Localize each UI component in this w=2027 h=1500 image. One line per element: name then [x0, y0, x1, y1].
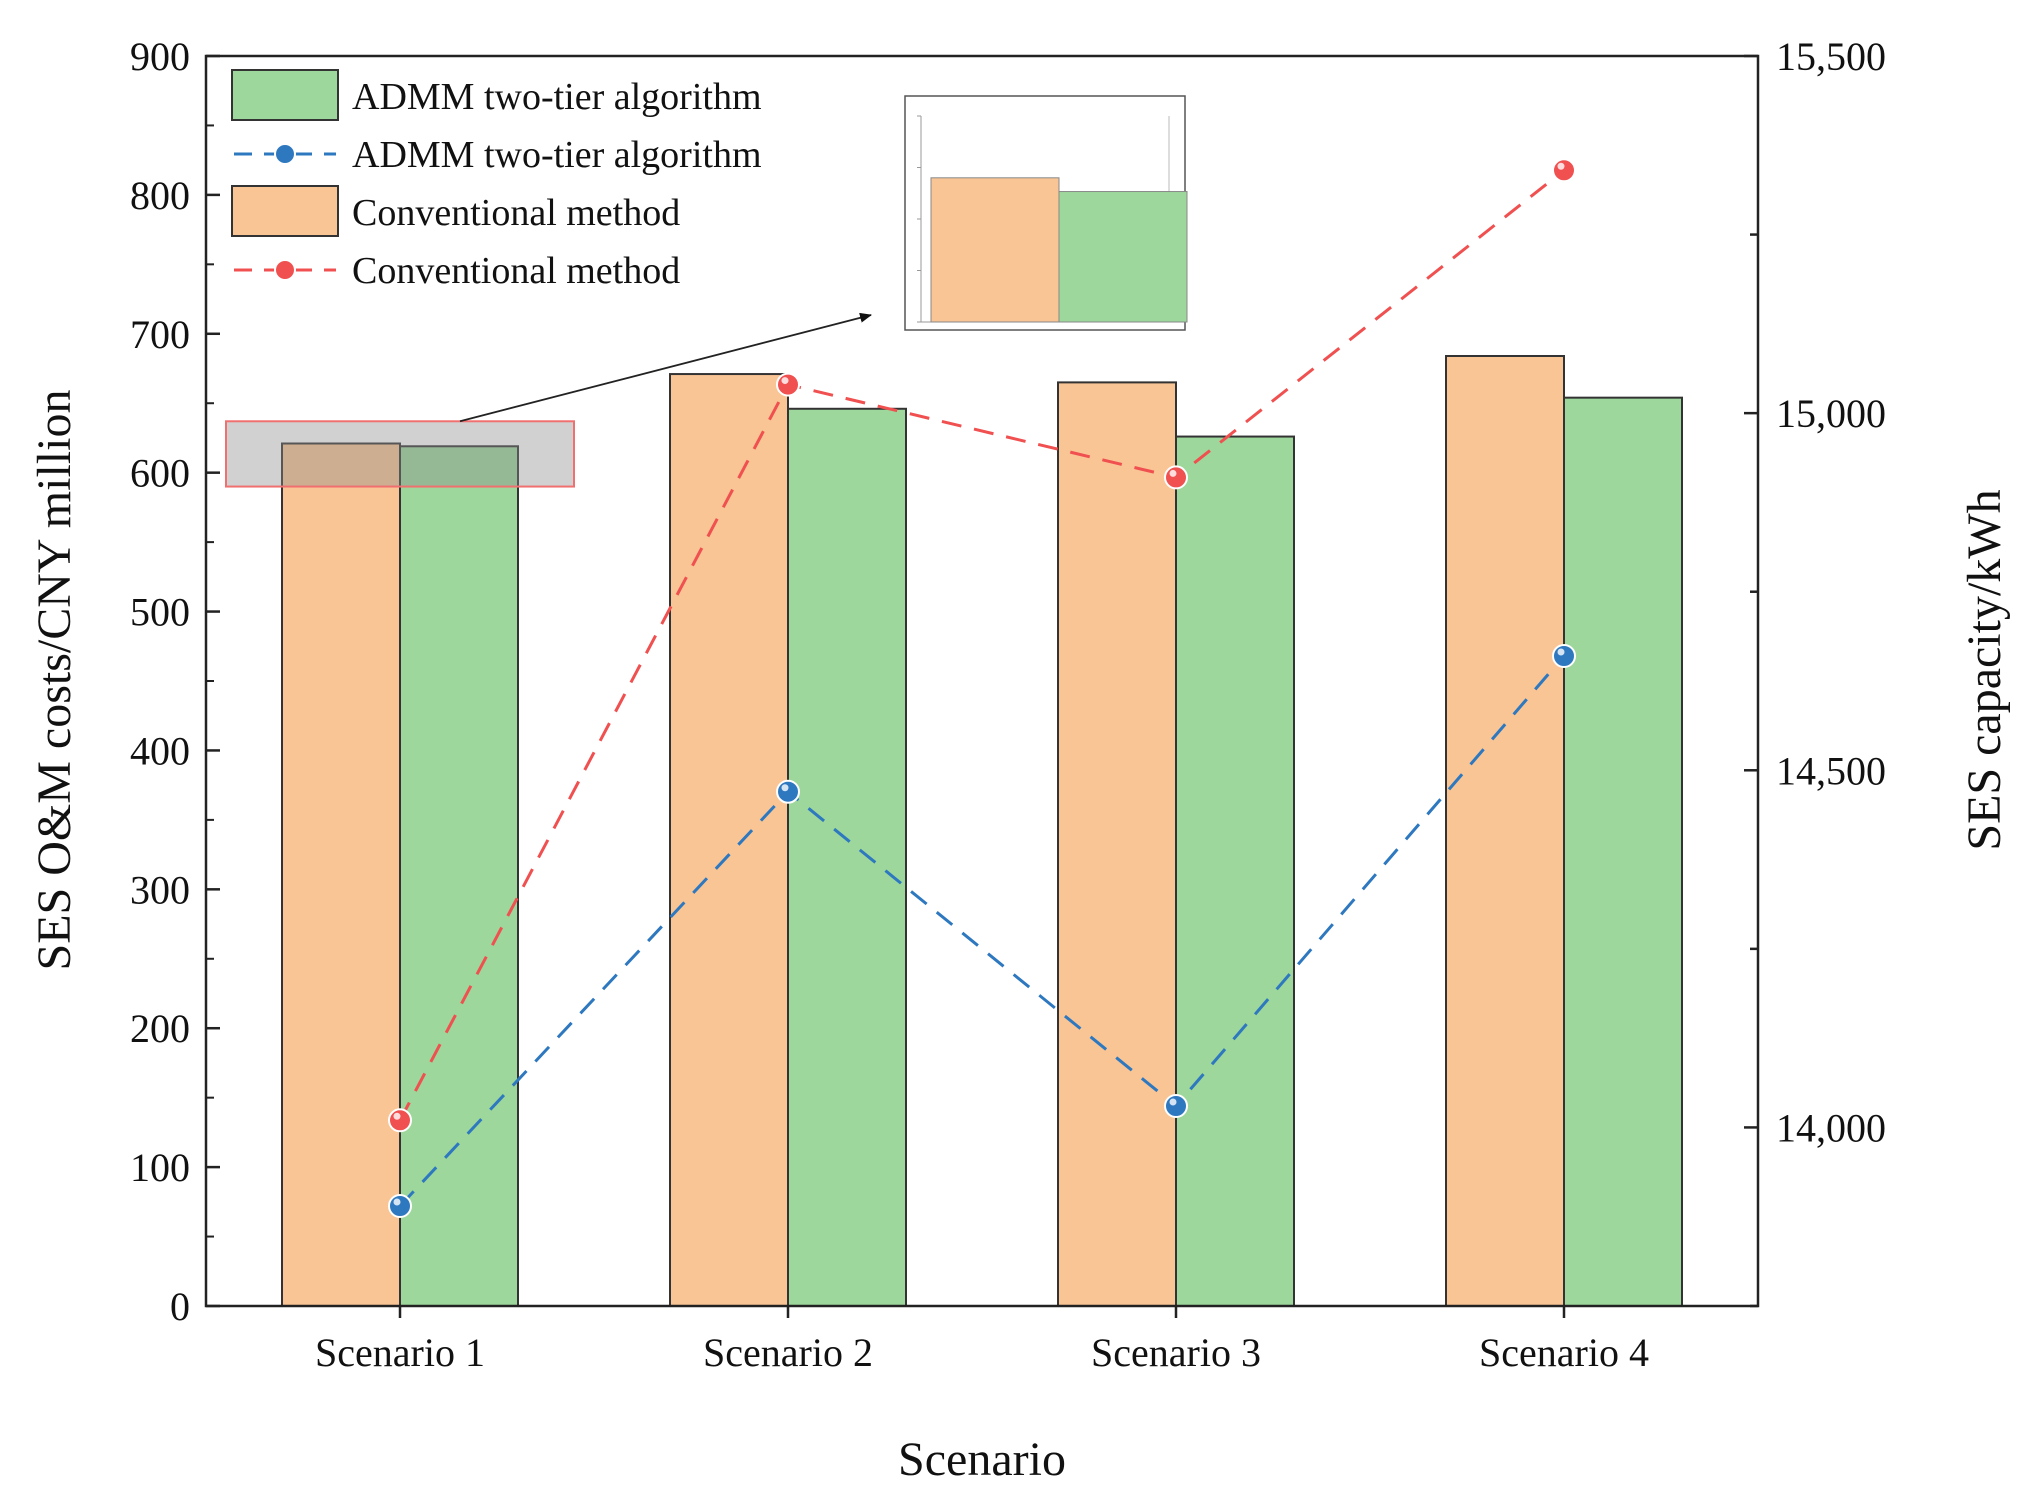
legend-label: ADMM two-tier algorithm [352, 76, 762, 118]
point-highlight [1557, 162, 1565, 170]
x-axis: Scenario 1 Scenario 2 Scenario 3 Scenario 4 [315, 1306, 1649, 1375]
x-tick-label: Scenario 3 [1091, 1330, 1261, 1375]
left-tick-label: 300 [130, 867, 190, 912]
legend-swatch-bar [231, 69, 339, 121]
point-highlight [1169, 469, 1177, 477]
left-axis: 0 100 200 300 400 500 600 700 800 900 [130, 34, 220, 1329]
legend-label: Conventional method [352, 250, 680, 292]
point-highlight [1557, 648, 1565, 656]
point-conventional-1 [388, 1108, 412, 1133]
left-tick-label: 700 [130, 312, 190, 357]
left-tick-label: 200 [130, 1006, 190, 1051]
highlight-layer [225, 420, 575, 488]
bar-conventional-2 [669, 373, 789, 1307]
bar-admm-1 [399, 445, 519, 1307]
point-admm-1 [388, 1194, 412, 1218]
inset-bar-admm [1058, 191, 1188, 323]
point-conventional-2 [776, 372, 800, 397]
zoom-highlight-box [225, 420, 575, 488]
left-tick-label: 600 [130, 451, 190, 496]
legend-swatch-marker [274, 259, 296, 281]
lines-layer [388, 158, 1576, 1218]
point-admm-3 [1164, 1094, 1188, 1118]
left-tick-label: 900 [130, 34, 190, 79]
legend: ADMM two-tier algorithm ADMM two-tier alg… [231, 69, 762, 292]
bars-layer [281, 355, 1683, 1307]
zoom-arrow [459, 312, 872, 423]
bar-admm-3 [1175, 435, 1295, 1307]
right-tick-label: 14,000 [1776, 1105, 1886, 1150]
inset-bar-conventional [930, 177, 1060, 323]
legend-swatch-marker [274, 143, 296, 165]
left-tick-label: 0 [170, 1284, 190, 1329]
x-axis-title: Scenario [898, 1433, 1066, 1486]
right-tick-label: 14,500 [1776, 748, 1886, 793]
left-tick-label: 100 [130, 1145, 190, 1190]
point-highlight [781, 784, 789, 792]
legend-label: Conventional method [352, 192, 680, 234]
point-highlight [1169, 1098, 1177, 1106]
left-tick-label: 800 [130, 173, 190, 218]
point-highlight [393, 1112, 401, 1120]
bar-admm-2 [787, 407, 907, 1307]
y-axis-title: SES O&M costs/CNY million [28, 390, 81, 971]
x-tick-label: Scenario 4 [1479, 1330, 1649, 1375]
x-tick-label: Scenario 1 [315, 1330, 485, 1375]
y2-axis-title: SES capacity/kWh [1958, 489, 2011, 850]
line-conventional [398, 169, 1565, 1121]
left-tick-label: 500 [130, 590, 190, 635]
gridless-plot-area: 0 100 200 300 400 500 600 700 800 900 14,000 14,50… [130, 34, 1886, 1375]
x-tick-label: Scenario 2 [703, 1330, 873, 1375]
bar-conventional-3 [1057, 381, 1177, 1307]
point-conventional-4 [1552, 158, 1576, 183]
legend-label: ADMM two-tier algorithm [352, 134, 762, 176]
point-conventional-3 [1164, 465, 1188, 490]
right-tick-label: 15,000 [1776, 391, 1886, 436]
legend-swatch-bar [231, 185, 339, 237]
bar-conventional-4 [1445, 355, 1565, 1307]
point-admm-4 [1552, 644, 1576, 668]
left-tick-label: 400 [130, 728, 190, 773]
inset-zoom [459, 95, 1188, 423]
point-highlight [393, 1198, 401, 1206]
bar-admm-4 [1563, 396, 1683, 1307]
point-admm-2 [776, 779, 800, 804]
point-highlight [781, 377, 789, 385]
line-admm [398, 655, 1566, 1208]
right-axis: 14,000 14,500 15,000 15,500 [1744, 34, 1886, 1308]
bar-conventional-1 [281, 442, 401, 1307]
right-tick-label: 15,500 [1776, 34, 1886, 79]
